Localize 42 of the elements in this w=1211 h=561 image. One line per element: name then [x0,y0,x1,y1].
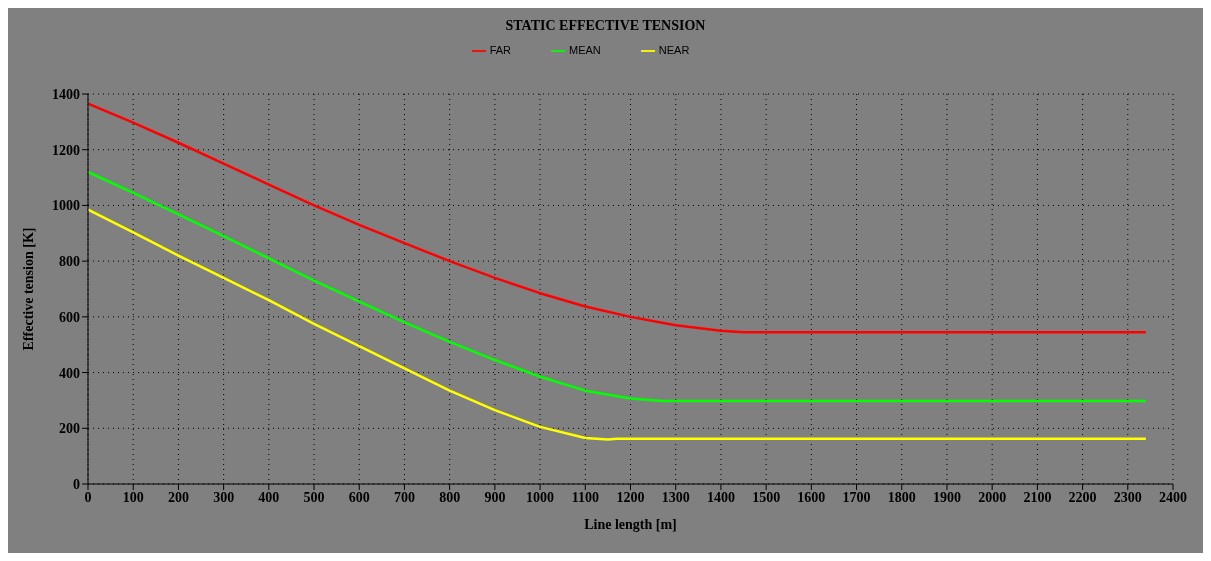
line-series [88,102,1148,334]
x-tick-label: 2200 [1068,489,1097,505]
y-tick-label: 400 [59,365,80,381]
x-tick-label: 1400 [706,489,735,505]
x-tick-label: 1900 [932,489,961,505]
y-axis-title: Effective tension [K] [20,227,36,351]
legend-label: MEAN [569,44,601,56]
y-tick-label: 600 [59,309,80,325]
x-tick-label: 2400 [1159,489,1187,505]
line-series [88,208,1148,441]
x-tick-label: 1800 [887,489,916,505]
x-tick-label: 1700 [842,489,871,505]
x-tick-label: 900 [484,489,506,505]
x-tick-label: 1500 [752,489,781,505]
x-axis-title: Line length [m] [584,517,677,532]
y-tick-label: 1000 [52,198,80,214]
x-tick-label: 2100 [1023,489,1052,505]
x-tick-label: 1000 [526,489,555,505]
x-tick-label: 100 [122,489,144,505]
x-tick-label: 800 [439,489,461,505]
x-tick-label: 2000 [978,489,1007,505]
x-tick-label: 1200 [616,489,645,505]
x-tick-label: 200 [167,489,189,505]
x-tick-label: 600 [348,489,370,505]
x-tick-label: 2300 [1113,489,1142,505]
x-tick-label: 1600 [797,489,826,505]
legend-label: FAR [489,44,512,56]
legend-label: NEAR [658,44,690,56]
chart-title: STATIC EFFECTIVE TENSION [504,17,707,34]
x-tick-label: 700 [393,489,415,505]
y-tick-label: 1200 [52,142,80,158]
x-tick-label: 400 [258,489,280,505]
x-tick-label: 500 [303,489,325,505]
x-tick-label: 0 [84,489,92,505]
y-tick-label: 0 [73,476,80,492]
x-tick-label: 1300 [661,489,690,505]
y-tick-label: 1400 [52,86,80,102]
x-tick-label: 300 [213,489,235,505]
x-tick-label: 1100 [571,489,599,505]
y-tick-label: 200 [59,421,80,437]
y-tick-label: 800 [59,254,80,270]
line-series [88,170,1148,403]
